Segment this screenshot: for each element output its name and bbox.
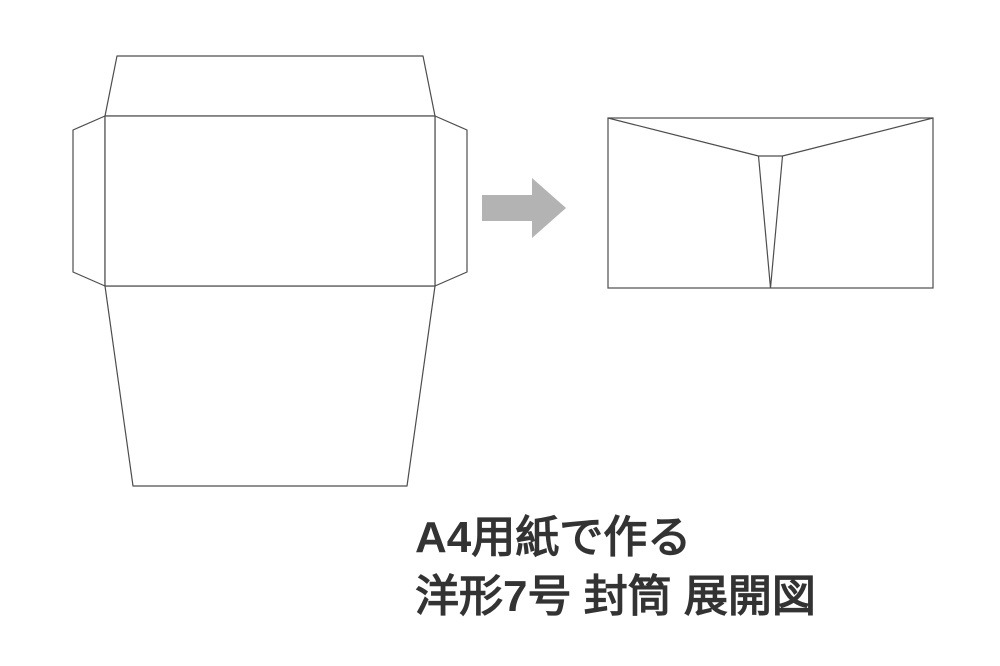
caption-line-2: 洋形7号 封筒 展開図 [415, 567, 816, 626]
folded-body [608, 118, 933, 288]
caption-block: A4用紙で作る 洋形7号 封筒 展開図 [415, 508, 816, 627]
unfolded-right-flap [435, 116, 467, 286]
unfolded-bottom-flap [105, 286, 435, 486]
diagram-canvas: A4用紙で作る 洋形7号 封筒 展開図 [0, 0, 1000, 666]
unfolded-top-flap [105, 56, 435, 116]
unfolded-left-flap [73, 116, 105, 286]
arrow-icon [482, 178, 566, 238]
unfolded-body [105, 116, 435, 286]
caption-line-1: A4用紙で作る [415, 508, 816, 567]
